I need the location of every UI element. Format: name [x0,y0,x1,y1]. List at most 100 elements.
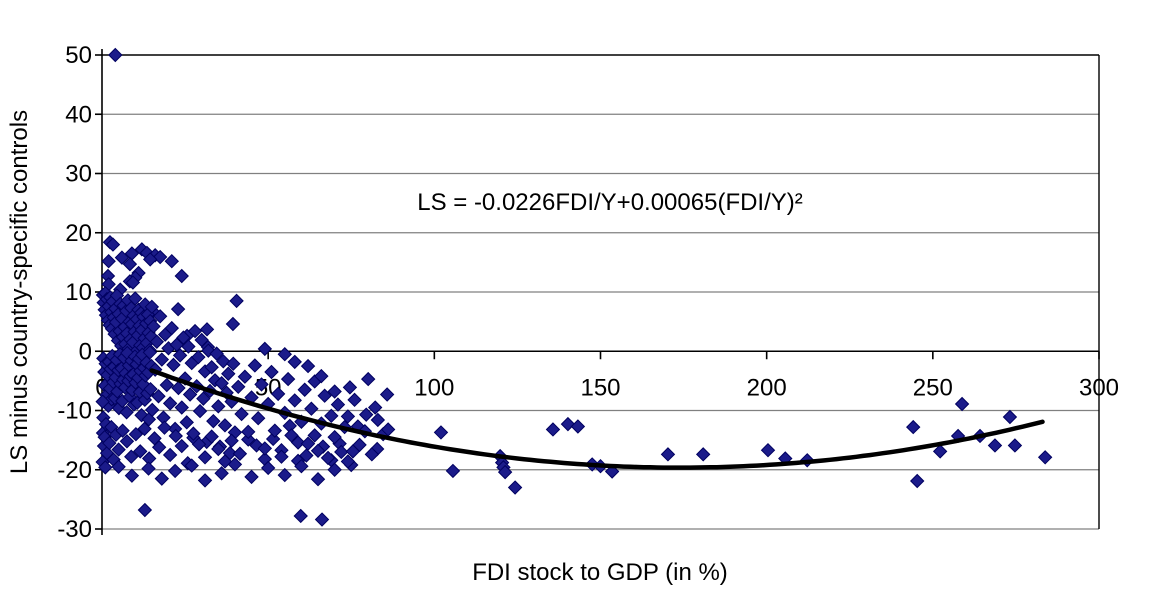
data-point-marker [257,341,273,357]
data-point-marker [379,387,395,402]
data-point-marker [910,473,925,489]
data-point-marker [154,471,170,486]
data-point-marker [342,380,358,395]
data-point-marker [184,458,199,473]
data-point-marker [310,443,326,458]
data-point-marker [660,447,676,462]
data-point-marker [433,425,449,440]
data-point-marker [162,396,178,411]
data-point-marker [284,428,299,443]
data-point-marker [270,386,286,402]
data-point-marker [987,438,1003,453]
data-point-marker [174,438,189,454]
trendline-equation-label: LS = -0.0226FDI/Y+0.00065(FDI/Y)² [417,189,803,216]
data-point-marker [327,462,342,477]
data-point-marker [760,442,776,458]
y-tick-label: 50 [65,42,92,69]
data-point-marker [277,467,292,483]
data-point-marker [142,252,158,267]
data-point-marker [352,437,367,453]
data-point-marker [122,256,138,272]
data-point-marker [204,360,219,375]
data-point-marker [124,449,139,464]
data-point-marker [211,399,226,414]
data-point-marker [171,380,186,396]
data-point-marker [124,468,140,483]
data-point-marker [604,464,620,479]
data-point-marker [179,415,194,430]
data-point-marker [314,512,330,527]
data-point-marker [277,347,292,362]
y-tick-label: 30 [65,161,92,188]
data-point-marker [244,469,259,485]
data-point-marker [128,426,144,442]
data-point-marker [545,422,561,437]
data-point-marker [168,428,183,444]
data-point-marker [497,464,513,480]
data-point-marker [906,419,921,435]
data-point-marker [207,373,223,388]
data-point-marker [320,450,336,466]
data-point-marker [174,268,189,284]
data-point-marker [151,389,166,404]
data-point-marker [300,358,316,374]
data-point-marker [119,434,135,449]
data-point-marker [149,334,165,349]
data-point-marker [334,444,349,460]
data-point-marker [327,384,342,399]
data-point-marker [257,441,273,456]
data-point-marker [287,354,302,370]
data-point-marker [216,354,231,369]
trendline-curve [149,368,1045,470]
data-point-marker [241,424,256,440]
data-point-marker [274,449,289,464]
data-point-marker [151,440,167,455]
x-tick-label: 100 [414,374,454,401]
data-point-marker [225,316,241,332]
data-point-marker [187,323,203,339]
data-point-marker [143,381,158,397]
data-point-marker [186,426,201,441]
data-point-marker [954,396,970,412]
data-point-marker [115,423,130,438]
y-tick-label: -30 [57,516,92,543]
data-point-marker [199,322,215,337]
data-point-marker [144,299,160,315]
data-point-marker [330,397,346,412]
data-point-marker [445,463,461,479]
data-point-marker [133,444,148,459]
data-point-marker [227,457,243,472]
data-point-marker [111,459,126,474]
data-point-marker [141,461,156,476]
data-point-marker [367,400,383,415]
data-point-marker [108,47,123,63]
data-point-marker [105,237,121,252]
data-point-marker [1007,438,1023,453]
data-point-marker [214,466,229,481]
data-point-marker [932,444,948,459]
data-point-marker [176,330,191,345]
data-point-marker [152,249,168,265]
data-point-marker [98,460,113,475]
data-point-marker [166,357,181,373]
x-tick-label: 300 [1079,374,1119,401]
data-point-marker [364,447,380,462]
data-point-marker [102,435,117,451]
data-point-marker [169,337,184,352]
data-point-marker [167,463,183,479]
data-point-marker [137,421,152,437]
data-point-marker [174,400,189,415]
data-point-marker [164,320,179,336]
data-point-marker [340,454,356,469]
data-point-marker [560,416,576,432]
x-tick-label: 250 [913,374,953,401]
data-point-marker [142,345,158,360]
data-point-marker [170,301,186,317]
data-point-marker [267,423,283,438]
data-point-marker [234,406,249,422]
data-point-marker [114,250,130,265]
x-tick-label: 200 [747,374,787,401]
data-point-marker [214,376,229,391]
data-point-marker [247,358,263,373]
data-point-marker [324,408,339,424]
